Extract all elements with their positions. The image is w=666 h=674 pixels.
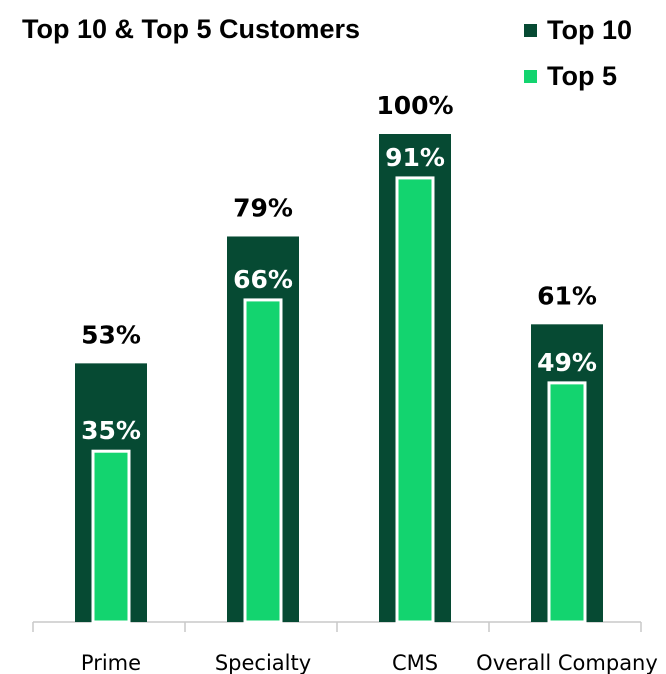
category-label-cms: CMS	[392, 651, 438, 674]
data-label-top10-overall-company: 61%	[537, 281, 597, 310]
legend-swatch-top-10	[524, 23, 537, 37]
bar-top5-specialty	[243, 298, 283, 624]
legend-swatch-top-5	[524, 69, 537, 83]
chart-title: Top 10 & Top 5 Customers	[22, 14, 361, 44]
data-label-top5-overall-company: 49%	[537, 348, 597, 377]
legend-label-top-10: Top 10	[547, 14, 633, 45]
data-label-top5-cms: 91%	[385, 143, 445, 172]
data-label-top10-cms: 100%	[376, 91, 453, 120]
bar-top5-overall-company	[547, 381, 587, 624]
category-label-specialty: Specialty	[215, 651, 311, 674]
data-label-top5-specialty: 66%	[233, 265, 293, 294]
bar-top5-prime	[91, 449, 131, 624]
legend: Top 10 Top 5	[524, 14, 632, 106]
data-label-top10-specialty: 79%	[233, 193, 293, 222]
data-label-top10-prime: 53%	[81, 320, 141, 349]
legend-label-top-5: Top 5	[547, 60, 617, 91]
bar-top5-cms	[395, 176, 435, 624]
category-label-overall-company: Overall Company	[476, 651, 658, 674]
category-label-prime: Prime	[81, 651, 141, 674]
legend-item-top-5: Top 5	[524, 60, 632, 92]
data-label-top5-prime: 35%	[81, 416, 141, 445]
legend-item-top-10: Top 10	[524, 14, 632, 46]
